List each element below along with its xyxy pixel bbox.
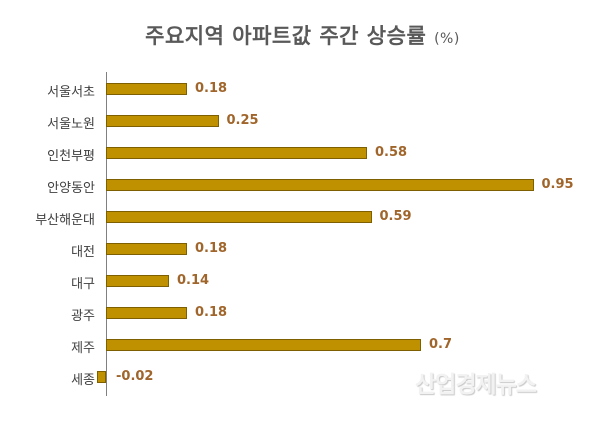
bar	[97, 371, 106, 383]
bar-row: 서울서초 0.18	[0, 73, 605, 105]
category-label: 서울노원	[47, 117, 95, 132]
category-label: 대구	[71, 277, 95, 292]
bar-row: 서울노원 0.25	[0, 105, 605, 137]
chart-title-unit: (%)	[434, 31, 460, 47]
category-axis-line	[106, 72, 107, 396]
category-label: 제주	[71, 341, 95, 356]
bar	[106, 179, 534, 191]
value-label: 0.18	[195, 241, 228, 256]
value-label: 0.59	[379, 209, 412, 224]
bar	[106, 115, 219, 127]
bar	[106, 275, 169, 287]
category-label: 안양동안	[47, 181, 95, 196]
bar	[106, 83, 187, 95]
bar-row: 광주 0.18	[0, 297, 605, 329]
chart-title: 주요지역 아파트값 주간 상승률 (%)	[0, 20, 605, 50]
category-label: 부산해운대	[35, 213, 95, 228]
watermark: 산업경제뉴스	[415, 372, 537, 398]
value-label: 0.18	[195, 305, 228, 320]
bar	[106, 211, 372, 223]
bar	[106, 147, 367, 159]
value-label: -0.02	[116, 369, 154, 384]
category-label: 서울서초	[47, 85, 95, 100]
value-label: 0.7	[429, 337, 453, 352]
value-label: 0.58	[375, 145, 408, 160]
bar-row: 인천부평 0.58	[0, 137, 605, 169]
value-label: 0.18	[195, 81, 228, 96]
category-label: 대전	[71, 245, 95, 260]
bar-row: 세종 -0.02	[0, 361, 605, 393]
value-label: 0.14	[177, 273, 210, 288]
category-label: 인천부평	[47, 149, 95, 164]
bar-row: 대구 0.14	[0, 265, 605, 297]
bar-row: 안양동안 0.95	[0, 169, 605, 201]
value-label: 0.95	[541, 177, 574, 192]
bar-row: 대전 0.18	[0, 233, 605, 265]
bar-row: 부산해운대 0.59	[0, 201, 605, 233]
bar	[106, 307, 187, 319]
chart-title-text: 주요지역 아파트값 주간 상승률	[145, 24, 427, 48]
category-label: 세종	[71, 373, 95, 388]
bar	[106, 243, 187, 255]
value-label: 0.25	[226, 113, 259, 128]
category-label: 광주	[71, 309, 95, 324]
bar-row: 제주 0.7	[0, 329, 605, 361]
bar	[106, 339, 421, 351]
